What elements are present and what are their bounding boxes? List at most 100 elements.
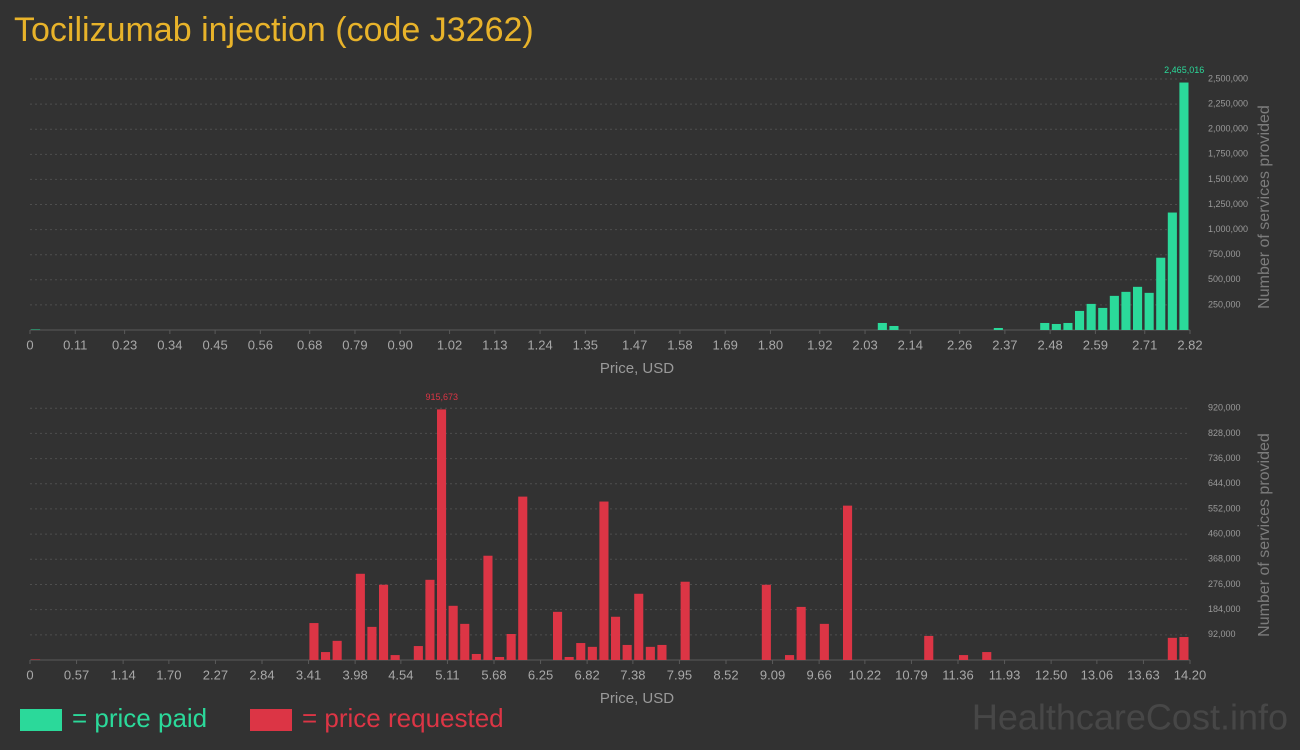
bar xyxy=(680,581,690,660)
y-tick-label: 920,000 xyxy=(1208,403,1241,413)
y-tick-label: 500,000 xyxy=(1208,274,1241,284)
bar xyxy=(761,584,771,660)
x-tick-label: 1.80 xyxy=(758,337,783,352)
x-tick-label: 0 xyxy=(26,337,33,352)
bar xyxy=(1121,291,1131,330)
bar xyxy=(1086,303,1096,330)
x-tick-label: 8.52 xyxy=(713,667,738,682)
x-tick-label: 6.82 xyxy=(574,667,599,682)
bar xyxy=(993,327,1003,330)
bar xyxy=(1156,257,1166,330)
x-tick-label: 6.25 xyxy=(528,667,553,682)
x-tick-label: 0.34 xyxy=(157,337,182,352)
bar xyxy=(321,652,331,660)
bar xyxy=(611,616,621,660)
bar xyxy=(1167,212,1177,330)
x-tick-label: 0.90 xyxy=(388,337,413,352)
bar xyxy=(1098,307,1108,330)
bar xyxy=(657,644,667,660)
y-tick-label: 92,000 xyxy=(1208,629,1236,639)
bar xyxy=(553,611,563,660)
y-tick-label: 1,500,000 xyxy=(1208,174,1248,184)
bar xyxy=(1075,310,1085,330)
x-tick-label: 5.11 xyxy=(435,667,459,682)
x-tick-label: 0.45 xyxy=(202,337,227,352)
legend-label: = price requested xyxy=(302,703,504,733)
bar xyxy=(785,655,795,660)
bar xyxy=(460,623,470,660)
bar xyxy=(413,646,423,660)
x-tick-label: 10.79 xyxy=(895,667,928,682)
x-axis-label: Price, USD xyxy=(600,360,674,377)
bar xyxy=(355,573,365,660)
value-label: 915,673 xyxy=(426,392,459,402)
x-tick-label: 2.71 xyxy=(1132,337,1157,352)
y-tick-label: 644,000 xyxy=(1208,478,1241,488)
x-tick-label: 4.54 xyxy=(388,667,413,682)
x-tick-label: 2.26 xyxy=(947,337,972,352)
y-tick-label: 460,000 xyxy=(1208,528,1241,538)
y-tick-label: 750,000 xyxy=(1208,249,1241,259)
y-tick-label: 2,250,000 xyxy=(1208,98,1248,108)
bar xyxy=(622,644,632,660)
x-tick-label: 10.22 xyxy=(849,667,882,682)
bar xyxy=(1133,286,1143,330)
x-tick-label: 1.14 xyxy=(110,667,135,682)
y-tick-label: 2,000,000 xyxy=(1208,124,1248,134)
x-tick-label: 1.24 xyxy=(527,337,552,352)
x-tick-label: 12.50 xyxy=(1035,667,1068,682)
x-tick-label: 7.95 xyxy=(667,667,692,682)
y-tick-label: 276,000 xyxy=(1208,579,1241,589)
x-tick-label: 0.79 xyxy=(342,337,367,352)
bar xyxy=(471,653,481,660)
y-axis-label: Number of services provided xyxy=(1256,105,1273,309)
x-tick-label: 0 xyxy=(26,667,33,682)
bar xyxy=(332,640,342,660)
x-tick-label: 0.11 xyxy=(63,337,87,352)
bar xyxy=(587,646,597,660)
bar xyxy=(1167,637,1177,660)
bar xyxy=(309,623,319,660)
x-tick-label: 2.14 xyxy=(898,337,923,352)
x-tick-label: 13.06 xyxy=(1081,667,1114,682)
bar xyxy=(31,659,41,660)
x-tick-label: 1.69 xyxy=(713,337,738,352)
y-axis-label: Number of services provided xyxy=(1256,433,1273,637)
bar xyxy=(1144,292,1154,330)
x-tick-label: 1.58 xyxy=(667,337,692,352)
bar xyxy=(448,605,458,660)
y-tick-label: 184,000 xyxy=(1208,604,1241,614)
bar xyxy=(31,329,41,330)
x-tick-label: 11.36 xyxy=(942,667,974,682)
x-tick-label: 2.27 xyxy=(203,667,228,682)
x-tick-label: 7.38 xyxy=(620,667,645,682)
bar xyxy=(1109,295,1119,330)
y-tick-label: 250,000 xyxy=(1208,299,1241,309)
y-tick-label: 828,000 xyxy=(1208,428,1241,438)
bar xyxy=(599,501,609,660)
x-tick-label: 0.68 xyxy=(297,337,322,352)
bar xyxy=(437,409,447,660)
x-tick-label: 2.84 xyxy=(249,667,274,682)
bar xyxy=(576,643,586,660)
x-tick-label: 1.02 xyxy=(437,337,462,352)
x-tick-label: 1.70 xyxy=(156,667,181,682)
bar xyxy=(390,655,400,660)
bar xyxy=(367,626,377,660)
legend-swatch xyxy=(250,709,292,731)
bar xyxy=(1040,322,1050,330)
bar xyxy=(982,652,992,660)
bar xyxy=(1179,82,1189,330)
y-tick-label: 1,750,000 xyxy=(1208,149,1248,159)
y-tick-label: 1,000,000 xyxy=(1208,224,1248,234)
x-tick-label: 9.66 xyxy=(806,667,831,682)
bar xyxy=(518,496,528,660)
y-tick-label: 736,000 xyxy=(1208,453,1241,463)
x-tick-label: 0.56 xyxy=(248,337,273,352)
bar xyxy=(889,325,899,330)
bar xyxy=(877,322,887,330)
x-tick-label: 9.09 xyxy=(760,667,785,682)
x-tick-label: 2.03 xyxy=(852,337,877,352)
x-tick-label: 3.98 xyxy=(342,667,367,682)
